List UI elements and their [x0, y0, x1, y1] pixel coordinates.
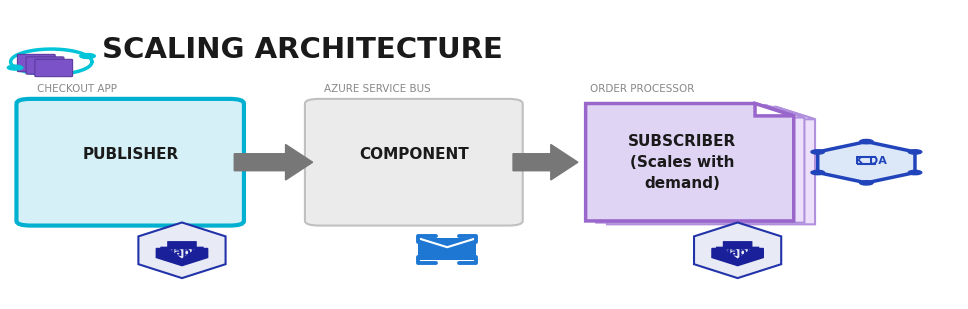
- Polygon shape: [138, 222, 226, 278]
- Circle shape: [79, 53, 95, 58]
- FancyBboxPatch shape: [161, 247, 203, 249]
- Polygon shape: [596, 105, 804, 222]
- Polygon shape: [818, 142, 915, 183]
- Circle shape: [811, 150, 825, 154]
- Text: SCALING ARCHITECTURE: SCALING ARCHITECTURE: [102, 36, 502, 64]
- FancyArrow shape: [513, 145, 578, 180]
- FancyBboxPatch shape: [17, 54, 55, 72]
- FancyBboxPatch shape: [418, 238, 476, 260]
- Text: COMPONENT: COMPONENT: [359, 147, 469, 162]
- Polygon shape: [586, 104, 794, 221]
- Text: dapr: dapr: [166, 246, 197, 259]
- Circle shape: [860, 139, 873, 144]
- FancyBboxPatch shape: [35, 59, 73, 77]
- Circle shape: [860, 181, 873, 185]
- Polygon shape: [156, 248, 208, 266]
- Polygon shape: [776, 107, 815, 119]
- Polygon shape: [755, 104, 794, 116]
- Polygon shape: [766, 105, 804, 118]
- Text: dapr: dapr: [722, 246, 753, 259]
- Polygon shape: [694, 222, 781, 278]
- Polygon shape: [418, 238, 476, 247]
- Text: SUBSCRIBER
(Scales with
demand): SUBSCRIBER (Scales with demand): [628, 134, 737, 191]
- FancyBboxPatch shape: [723, 241, 752, 247]
- FancyBboxPatch shape: [716, 247, 759, 249]
- Circle shape: [908, 170, 922, 175]
- Text: AZURE SERVICE BUS: AZURE SERVICE BUS: [324, 84, 431, 94]
- Polygon shape: [711, 248, 764, 266]
- Circle shape: [811, 170, 825, 175]
- Text: DA: DA: [869, 156, 887, 166]
- Circle shape: [8, 65, 23, 70]
- FancyBboxPatch shape: [16, 99, 244, 226]
- FancyBboxPatch shape: [167, 241, 197, 247]
- Text: PUBLISHER: PUBLISHER: [82, 147, 179, 162]
- Text: ORDER PROCESSOR: ORDER PROCESSOR: [590, 84, 695, 94]
- FancyArrow shape: [234, 145, 313, 180]
- FancyBboxPatch shape: [26, 57, 64, 74]
- Text: CHECKOUT APP: CHECKOUT APP: [37, 84, 117, 94]
- Polygon shape: [607, 107, 815, 224]
- Circle shape: [908, 150, 922, 154]
- FancyBboxPatch shape: [305, 99, 523, 226]
- Text: K: K: [855, 156, 863, 166]
